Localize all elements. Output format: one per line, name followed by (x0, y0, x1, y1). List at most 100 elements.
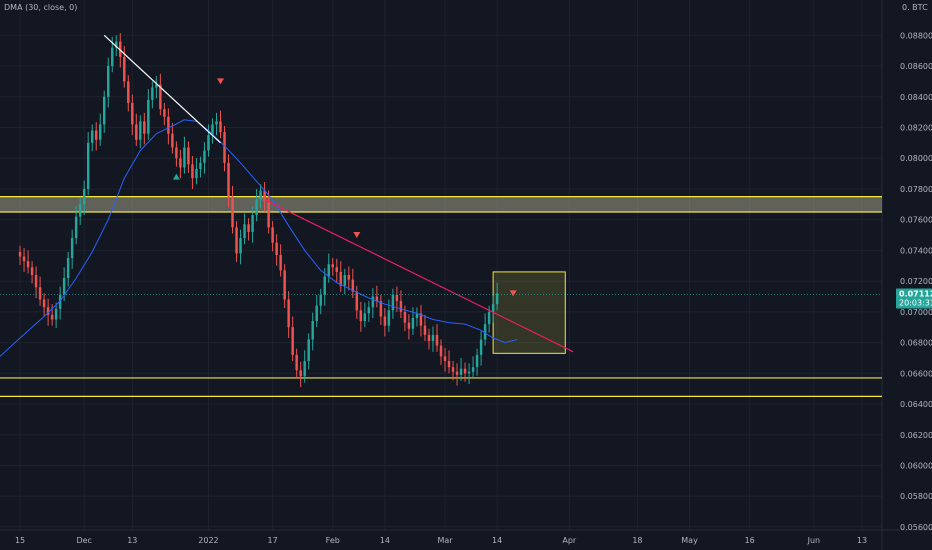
date-tick-label: 18 (632, 536, 642, 545)
candle-body (475, 354, 479, 368)
candle-body (18, 251, 22, 257)
candle-body (127, 81, 130, 103)
candle-body (119, 41, 122, 57)
candle-body (375, 296, 379, 302)
last-price-value: 0.071126 (899, 290, 932, 299)
candle-body (111, 47, 114, 67)
date-tick-label: Mar (437, 536, 453, 545)
candle-body (171, 133, 174, 148)
candle-body (395, 294, 399, 302)
candle-body (339, 271, 343, 286)
candle-body (367, 307, 371, 314)
candle-body (94, 130, 98, 140)
date-tick-label: May (681, 536, 698, 545)
candle-body (371, 296, 375, 308)
candle-body (239, 238, 242, 254)
candle-body (403, 311, 407, 323)
candle-body (379, 301, 383, 317)
last-price-tag: 0.07112620:03:31 (0, 288, 932, 309)
date-tick-label: 2022 (198, 536, 218, 545)
candle-body (431, 334, 435, 342)
candle-body (263, 190, 266, 202)
candle-body (411, 318, 415, 329)
candle-body (147, 99, 150, 134)
candle-body (387, 310, 391, 326)
signal-markers (172, 78, 517, 297)
candle-body (187, 147, 190, 165)
candle-body (199, 162, 202, 169)
candle-body (247, 224, 250, 232)
candle-body (331, 264, 334, 268)
candle-body (343, 274, 347, 286)
candle-body (135, 124, 138, 140)
time-axis[interactable]: 15 Dec 13 2022 17 Feb 14 Mar 14 Apr 18 May 16 Jun 13 (15, 536, 867, 545)
candle-body (42, 299, 46, 308)
candle-body (423, 325, 427, 335)
date-tick-label: 13 (127, 536, 137, 545)
candle-body (207, 135, 210, 151)
candlesticks (18, 33, 499, 388)
candle-body (115, 41, 118, 48)
candle-body (451, 367, 455, 372)
candle-body (151, 87, 154, 100)
candle-body (90, 130, 94, 143)
candle-body (159, 84, 162, 110)
candle-body (307, 339, 310, 362)
candle-body (415, 313, 419, 318)
candle-body (70, 238, 74, 259)
candle-body (259, 190, 262, 200)
candle-body (139, 121, 142, 140)
candle-body (487, 311, 491, 325)
moving-average-line (0, 119, 518, 357)
date-tick-label: Jun (807, 536, 821, 545)
date-tick-label: 13 (857, 536, 867, 545)
candle-body (463, 368, 467, 374)
candle-body (319, 294, 322, 306)
candle-body (183, 147, 186, 168)
candle-body (279, 255, 282, 271)
candle-body (243, 224, 246, 239)
candle-body (50, 314, 54, 320)
currency-label: 0. BTC (902, 3, 928, 12)
price-tick-label: 0.056000 (900, 523, 932, 532)
candle-body (351, 279, 355, 292)
candle-body (175, 147, 178, 159)
bar-countdown: 20:03:31 (899, 299, 932, 308)
candle-body (291, 327, 294, 355)
candle-body (163, 109, 166, 117)
candle-body (235, 227, 238, 254)
date-tick-label: Apr (562, 536, 577, 545)
candle-body (399, 301, 403, 312)
sell-signal-icon (217, 78, 224, 85)
candle-body (443, 356, 447, 362)
indicator-label[interactable]: DMA (30, close, 0) (4, 3, 78, 12)
date-tick-label: 15 (15, 536, 25, 545)
candle-body (299, 370, 302, 377)
downtrend-line (264, 199, 574, 353)
candle-body (455, 371, 459, 375)
candle-body (479, 339, 483, 355)
peak-trend-line (103, 34, 221, 144)
candle-body (86, 142, 90, 189)
candle-body (107, 66, 110, 97)
price-tag-box (896, 288, 932, 309)
candle-body (275, 242, 278, 256)
candle-body (459, 368, 463, 375)
candle-body (195, 168, 198, 179)
candle-body (34, 274, 38, 288)
candle-body (26, 261, 30, 268)
trendlines (103, 34, 574, 353)
candle-body (227, 162, 230, 197)
candle-body (203, 150, 206, 163)
